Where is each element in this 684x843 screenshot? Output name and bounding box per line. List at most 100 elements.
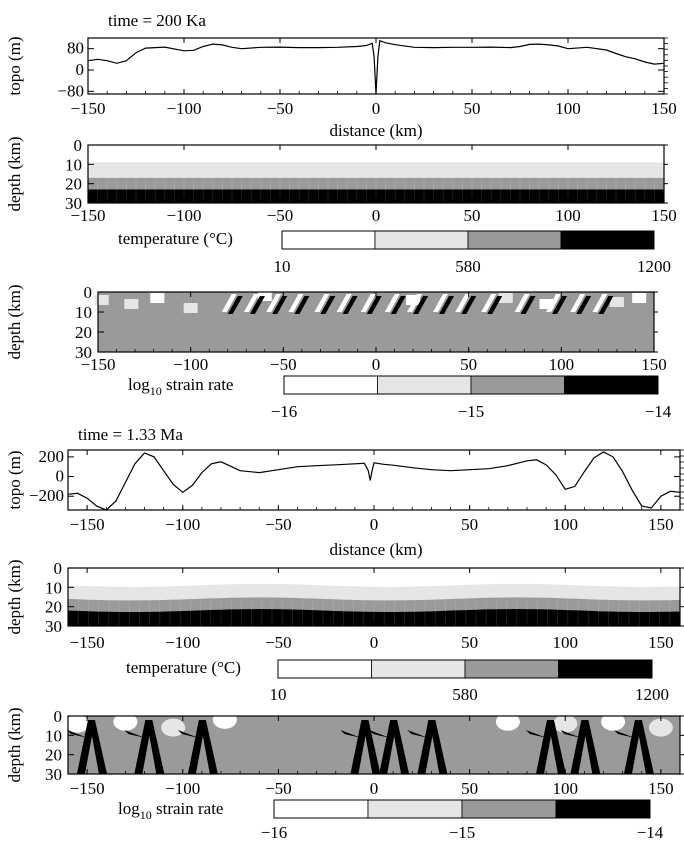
strain-patch [498,293,513,303]
x-tick-label: −50 [270,355,297,374]
colorbar-frame [283,375,659,395]
x-tick-label: 100 [549,355,575,374]
panel-topo-200ka: time = 200 Ka −150 −100 −50 0 50 100 150 80 0 −80… [5,11,677,140]
fault-branch [124,730,146,738]
colorbar-tick-label: 580 [455,257,481,276]
shear-band-dark [598,296,614,314]
shear-band-dark [294,296,310,314]
shear-band-light [481,294,497,312]
fault-branch [66,730,88,738]
shear-band-light [336,294,352,312]
fault-branch [369,730,391,738]
strain-1.33ma-colorbar: −16 −15 −14 [261,799,664,842]
strain-patch [183,303,198,313]
colorbar-swatch [461,799,557,819]
y-tick-label: 20 [45,598,62,617]
strain-patch [632,293,647,303]
strain-patch [495,712,520,731]
colorbar-tick-label: −15 [458,402,485,421]
shear-band-light [288,294,304,312]
x-tick-label: 100 [555,99,581,118]
colorbar-frame [273,799,651,819]
y-tick-label: −80 [57,81,84,100]
shear-band-dark [366,296,382,314]
y-tick-label: 30 [75,343,92,362]
temp-200ka-map [87,145,664,203]
fault-zone [570,720,601,774]
shear-band-dark [320,296,336,314]
colorbar-swatch [374,230,469,250]
x-tick-label: 0 [372,206,381,225]
x-tick-label: −50 [265,515,292,534]
x-tick-label: 100 [553,633,579,652]
fault-branch [560,730,582,738]
shear-band-dark [227,296,243,314]
strain-patch [113,712,138,731]
shear-band-dark [390,296,406,314]
shear-band-light [546,294,562,312]
y-tick-label: 0 [54,707,63,726]
x-tick-label: 0 [370,515,379,534]
x-tick-label: −50 [267,99,294,118]
shear-band-dark [439,296,455,314]
x-tick-label: 50 [464,99,481,118]
strain-patch [161,718,186,737]
fault-branch [177,730,199,738]
shear-band-light [384,294,400,312]
colorbar-tick-label: 580 [452,685,478,704]
shear-band-light [266,294,282,312]
y-tick-label: 0 [74,136,83,155]
shear-band-dark [487,296,503,314]
y-tick-label: 20 [65,175,82,194]
strain-patch [601,712,626,731]
y-tick-label: 10 [45,726,62,745]
fault-zone [623,720,654,774]
temp-1.33ma-colorbar: 10 580 1200 [270,659,669,704]
x-tick-label: −150 [70,779,105,798]
colorbar-swatch [470,375,565,395]
x-tick-label: 100 [553,779,579,798]
strain-patch [124,299,139,309]
fault-zone [134,720,165,774]
fault-branch [340,730,362,738]
temp-layer [88,162,664,178]
shear-band-light [455,294,471,312]
temp-layer [68,609,680,626]
y-tick-label: 0 [54,559,63,578]
topo-1.33ma-frame [67,449,681,511]
fault-zone [379,720,410,774]
strain-patch [648,718,673,737]
fault-branch [407,730,429,738]
x-tick-label: −150 [70,515,105,534]
fault-branch [613,730,635,738]
y-tick-label: 0 [56,467,65,486]
colorbar-tick-label: 10 [274,257,291,276]
temp-200ka-colorbar: 10 580 1200 [274,230,671,276]
fault-zone [535,720,566,774]
temp-1.33ma-colorbar-label: temperature (°C) [126,658,241,677]
colorbar-swatch [560,230,655,250]
x-tick-label: 0 [372,355,381,374]
colorbar-swatch [555,799,651,819]
shear-band-dark [552,296,568,314]
strain-1.33ma-ylabel: depth (km) [5,707,24,782]
x-tick-label: 50 [460,355,477,374]
colorbar-swatch [273,799,369,819]
topo-1.33ma-xlabel: distance (km) [330,540,423,559]
temp-layer [88,189,664,203]
topo-200ka-axes: −150 −100 −50 0 50 100 150 80 0 −80 [57,37,677,118]
x-tick-label: 50 [461,779,478,798]
x-tick-label: −150 [70,99,105,118]
x-tick-label: 150 [648,515,674,534]
colorbar-swatch [277,659,372,679]
strain-patch [150,293,165,303]
strain-1.33ma-map [65,710,680,774]
y-tick-label: 30 [65,194,82,213]
shear-band-dark [249,296,265,314]
x-tick-label: 0 [372,99,381,118]
topo-200ka-xlabel: distance (km) [330,121,423,140]
